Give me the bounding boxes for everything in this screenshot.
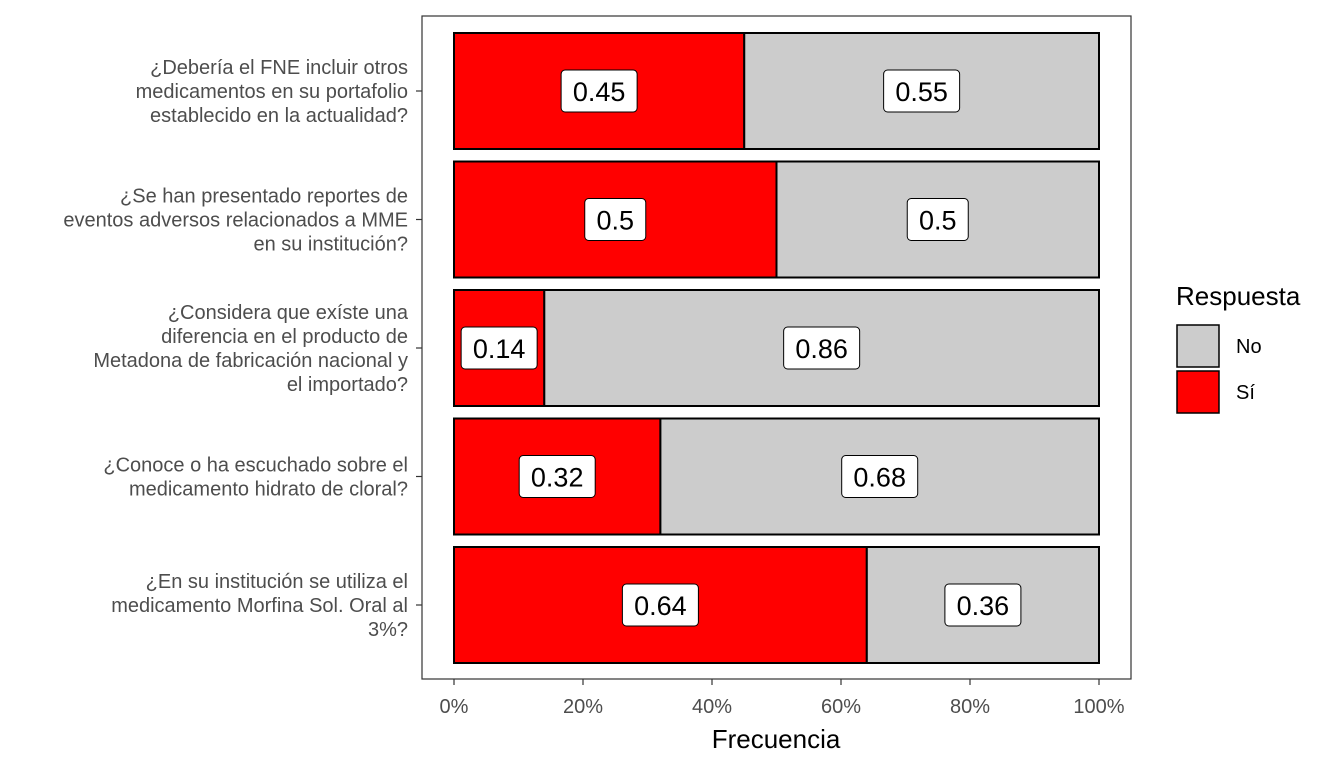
x-tick-label: 20%: [563, 696, 603, 718]
legend-key: [1176, 370, 1220, 414]
y-category-label: establecido en la actualidad?: [150, 105, 408, 127]
x-tick-label: 80%: [950, 696, 990, 718]
data-label: 0.45: [573, 77, 626, 107]
y-category-label: medicamento hidrato de cloral?: [129, 479, 408, 501]
legend-label: No: [1236, 336, 1262, 358]
y-category-label: ¿Conoce o ha escuchado sobre el: [103, 455, 408, 477]
y-category-label: ¿Considera que exíste una: [168, 302, 409, 324]
y-category-label: eventos adversos relacionados a MME: [63, 210, 408, 232]
legend: Respuesta No Sí: [1176, 281, 1301, 414]
y-category-label: Metadona de fabricación nacional y: [93, 350, 408, 372]
data-label: 0.68: [853, 463, 906, 493]
legend-label: Sí: [1236, 382, 1255, 404]
data-label: 0.5: [596, 206, 634, 236]
data-label: 0.14: [473, 334, 526, 364]
data-label-box: [584, 198, 647, 241]
data-label: 0.5: [919, 206, 957, 236]
data-label-box: [906, 198, 969, 241]
legend-title: Respuesta: [1176, 281, 1301, 311]
y-category-label: ¿Debería el FNE incluir otros: [150, 57, 408, 79]
data-label-box: [460, 326, 538, 370]
data-label: 0.64: [634, 591, 687, 621]
data-label-box: [944, 583, 1022, 627]
x-axis-title: Frecuencia: [712, 724, 841, 754]
y-category-label: ¿En su institución se utiliza el: [146, 571, 408, 593]
y-category-label: medicamentos en su portafolio: [136, 81, 408, 103]
x-tick-label: 100%: [1073, 696, 1124, 718]
data-label-box: [518, 455, 596, 498]
legend-key: [1176, 324, 1220, 368]
x-axis: 0% 20% 40% 60% 80% 100%: [440, 679, 1125, 718]
bars-group: [453, 32, 1101, 664]
bar-segment: [453, 417, 662, 536]
y-category-label: 3%?: [368, 619, 408, 641]
x-tick-label: 0%: [440, 696, 469, 718]
data-label-box: [560, 69, 638, 113]
x-tick-label: 60%: [821, 696, 861, 718]
data-label: 0.86: [795, 334, 848, 364]
data-label-box: [621, 583, 699, 627]
data-label-box: [841, 455, 919, 498]
data-label: 0.36: [957, 591, 1010, 621]
data-label-box: [783, 326, 861, 370]
y-category-label: diferencia en el producto de: [161, 326, 408, 348]
data-label: 0.55: [895, 77, 948, 107]
x-tick-label: 40%: [692, 696, 732, 718]
data-labels-group: 0.45 0.55 0.5 0.5 0.14 0.86 0.32 0.68 0.64 0.36: [460, 69, 1022, 627]
y-category-label: medicamento Morfina Sol. Oral al: [111, 595, 408, 617]
y-category-label: el importado?: [287, 374, 408, 396]
y-category-label: en su institución?: [253, 234, 408, 256]
data-label: 0.32: [531, 463, 584, 493]
y-category-label: ¿Se han presentado reportes de: [120, 186, 408, 208]
data-label-box: [883, 69, 961, 113]
y-axis: ¿Debería el FNE incluir otrosmedicamento…: [63, 57, 422, 641]
